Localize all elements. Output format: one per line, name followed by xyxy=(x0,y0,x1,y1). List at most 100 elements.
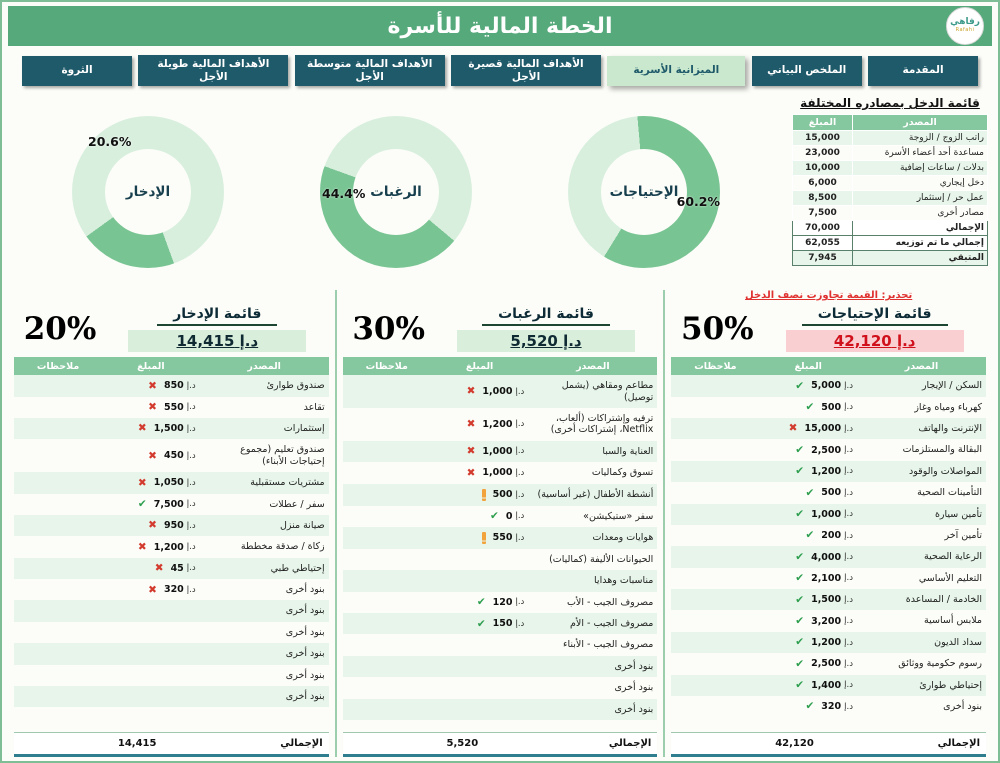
budget-row[interactable]: البقالة والمستلزمات د.إ 2,500 ✔ xyxy=(671,439,986,460)
budget-row[interactable]: بنود أخرى xyxy=(13,686,329,708)
budget-row[interactable]: الرعاية الصحية د.إ 4,000 ✔ xyxy=(671,546,986,568)
section-total-row[interactable]: الإجمالي 14,415 xyxy=(13,732,329,757)
budget-amount-cell: د.إ 450 ✖ xyxy=(102,439,200,472)
currency-label: د.إ xyxy=(844,466,853,477)
income-row[interactable]: مساعدة أحد أعضاء الأسرة 23,000 xyxy=(792,145,988,162)
tab-wealth[interactable]: الثروة xyxy=(22,55,133,86)
budget-notes-cell xyxy=(343,375,431,408)
donut-ring: الرغبات xyxy=(320,116,472,269)
logo-text: رفاهي xyxy=(950,17,980,28)
budget-row[interactable]: مصروف الجيب - الأم د.إ 150 ✔ xyxy=(342,613,658,635)
budget-row[interactable]: ملابس أساسية د.إ 3,200 ✔ xyxy=(671,610,986,631)
budget-source-cell: التأمينات الصحية xyxy=(917,487,982,499)
tab-intro[interactable]: المقدمة xyxy=(868,55,978,86)
amount-value: 1,000 xyxy=(482,445,513,457)
budget-row[interactable]: بنود أخرى xyxy=(13,600,329,622)
income-total-row[interactable]: الإجمالي 70,000 xyxy=(792,220,988,237)
tab-mid-term-goals[interactable]: الأهداف المالية متوسطة الأجل xyxy=(294,55,445,87)
budget-row[interactable]: صيانة منزل د.إ 950 ✖ xyxy=(13,514,329,537)
budget-row[interactable]: الحيوانات الأليفة (كماليات) xyxy=(343,549,658,570)
budget-source-cell: بنود أخرى xyxy=(285,584,325,596)
amount-wrap: د.إ 450 ✖ xyxy=(106,450,196,461)
budget-notes-cell xyxy=(671,632,759,653)
budget-row[interactable]: إحتياطي طبي د.إ 45 ✖ xyxy=(13,557,329,580)
section-amount: د.إ 5,520 xyxy=(457,330,635,353)
budget-row[interactable]: بنود أخرى xyxy=(13,643,329,665)
budget-row[interactable]: أنشطة الأطفال (غير أساسية) د.إ 500 xyxy=(342,483,658,506)
currency-label: د.إ xyxy=(515,511,525,522)
budget-row[interactable]: بنود أخرى xyxy=(342,655,658,678)
budget-source-cell: صندوق طوارئ xyxy=(266,380,325,392)
budget-row[interactable]: بنود أخرى xyxy=(14,665,329,686)
budget-row[interactable]: مصروف الجيب - الأبناء xyxy=(343,634,658,655)
section-total-row[interactable]: الإجمالي 42,120 xyxy=(671,732,986,757)
budget-row[interactable]: هوايات ومعدات د.إ 550 xyxy=(342,526,658,549)
budget-row[interactable]: بنود أخرى د.إ 320 ✖ xyxy=(14,579,329,600)
income-row[interactable]: مصادر أخرى 7,500 xyxy=(792,205,988,222)
budget-notes-cell xyxy=(14,665,102,686)
budget-amount-cell: د.إ 1,000 ✖ xyxy=(431,441,529,462)
section-header: قائمة الإدخار د.إ 14,415 20% xyxy=(14,306,329,353)
check-icon: ✔ xyxy=(795,443,805,456)
tab-chart-summary[interactable]: الملخص البياني xyxy=(751,55,862,86)
check-icon: ✔ xyxy=(795,550,805,563)
currency-label: د.إ xyxy=(844,423,853,434)
budget-row[interactable]: بنود أخرى xyxy=(14,622,329,643)
income-total-row[interactable]: المتبقي 7,945 xyxy=(792,250,988,267)
budget-amount-cell: د.إ 550 ✖ xyxy=(102,397,200,418)
budget-row[interactable]: صندوق تعليم (مجموع إحتياجات الأبناء) د.إ… xyxy=(14,439,329,472)
budget-row[interactable]: زكاة / صدقة مخططة د.إ 1,200 ✖ xyxy=(14,536,329,557)
check-icon: ✔ xyxy=(805,700,815,713)
budget-row[interactable]: تأمين سيارة د.إ 1,000 ✔ xyxy=(671,503,986,525)
check-icon: ✔ xyxy=(795,572,805,585)
budget-row[interactable]: المواصلات والوقود د.إ 1,200 ✔ xyxy=(671,460,986,483)
budget-row[interactable]: مشتريات مستقبلية د.إ 1,050 ✖ xyxy=(13,472,329,494)
tab-short-term-goals[interactable]: الأهداف المالية قصيرة الأجل xyxy=(451,55,602,87)
budget-row[interactable]: إحتياطي طوارئ د.إ 1,400 ✔ xyxy=(671,674,986,697)
budget-row[interactable]: التأمينات الصحية د.إ 500 ✔ xyxy=(671,482,986,503)
budget-row[interactable]: إستثمارات د.إ 1,500 ✖ xyxy=(13,417,329,440)
budget-row[interactable]: بنود أخرى xyxy=(343,677,658,698)
income-row[interactable]: دخل إيجاري 6,000 xyxy=(792,175,988,192)
section-total-row[interactable]: الإجمالي 5,520 xyxy=(342,732,658,757)
tab-family-budget[interactable]: الميزانية الأسرية xyxy=(607,55,746,86)
budget-row[interactable]: تأمين آخر د.إ 200 ✔ xyxy=(671,525,986,546)
income-source-cell: مصادر أخرى xyxy=(852,205,988,222)
budget-row[interactable]: العناية والسبا د.إ 1,000 ✖ xyxy=(342,440,658,463)
tab-long-term-goals[interactable]: الأهداف المالية طويلة الأجل xyxy=(138,55,289,87)
x-icon: ✖ xyxy=(466,385,476,398)
budget-row[interactable]: سفر / عطلات د.إ 7,500 ✔ xyxy=(14,494,329,515)
budget-row[interactable]: تقاعد د.إ 550 ✖ xyxy=(14,397,329,418)
amount-value: 4,000 xyxy=(811,551,842,563)
budget-row[interactable]: سفر «ستيكيشن» د.إ 0 ✔ xyxy=(343,506,658,527)
currency-label: د.إ xyxy=(186,450,196,461)
budget-amount-cell: د.إ 200 ✔ xyxy=(759,525,857,546)
budget-row[interactable]: مصروف الجيب - الأب د.إ 120 ✔ xyxy=(343,592,658,613)
budget-row[interactable]: الإنترنت والهاتف د.إ 15,000 ✖ xyxy=(671,417,986,440)
budget-amount-cell: د.إ 1,000 ✔ xyxy=(759,504,857,525)
budget-row[interactable]: صندوق طوارئ د.إ 850 ✖ xyxy=(13,375,329,397)
budget-row[interactable]: السكن / الإيجار د.إ 5,000 ✔ xyxy=(671,375,986,397)
section-needs: تحذير: القيمة تجاوزت نصف الدخل قائمة الإ… xyxy=(663,290,992,757)
budget-source-cell: بنود أخرى xyxy=(285,605,325,617)
budget-row[interactable]: ترفيه وإشتراكات (ألعاب، Netflix، إشتراكا… xyxy=(343,408,658,441)
income-row[interactable]: بدلات / ساعات إضافية 10,000 xyxy=(792,160,988,177)
budget-row[interactable]: كهرباء ومياه وغاز د.إ 500 ✔ xyxy=(671,397,986,418)
budget-notes-cell xyxy=(14,397,102,418)
income-row[interactable]: راتب الزوج / الزوجة 15,000 xyxy=(792,130,988,147)
currency-label: د.إ xyxy=(515,489,525,500)
budget-row[interactable]: مطاعم ومقاهي (يشمل توصيل) د.إ 1,000 ✖ xyxy=(342,375,658,408)
budget-row[interactable]: رسوم حكومية ووثائق د.إ 2,500 ✔ xyxy=(671,653,986,674)
budget-row[interactable]: التعليم الأساسي د.إ 2,100 ✔ xyxy=(671,568,986,589)
budget-row[interactable]: بنود أخرى xyxy=(342,698,658,721)
budget-row[interactable]: تسوق وكماليات د.إ 1,000 ✖ xyxy=(343,462,658,483)
logo-subtext: Rafahi xyxy=(955,27,975,34)
budget-row[interactable]: بنود أخرى د.إ 320 ✔ xyxy=(671,696,986,717)
budget-row[interactable]: الخادمة / المساعدة د.إ 1,500 ✔ xyxy=(671,589,986,611)
budget-row[interactable]: سداد الديون د.إ 1,200 ✔ xyxy=(671,631,986,654)
budget-row[interactable]: مناسبات وهدايا xyxy=(342,570,658,592)
income-total-row[interactable]: إجمالي ما تم توزيعه 62,055 xyxy=(792,235,988,252)
income-row[interactable]: عمل حر / إستثمار 8,500 xyxy=(792,190,988,207)
x-icon: ✖ xyxy=(148,583,157,596)
budget-amount-cell: د.إ 7,500 ✔ xyxy=(102,494,200,515)
